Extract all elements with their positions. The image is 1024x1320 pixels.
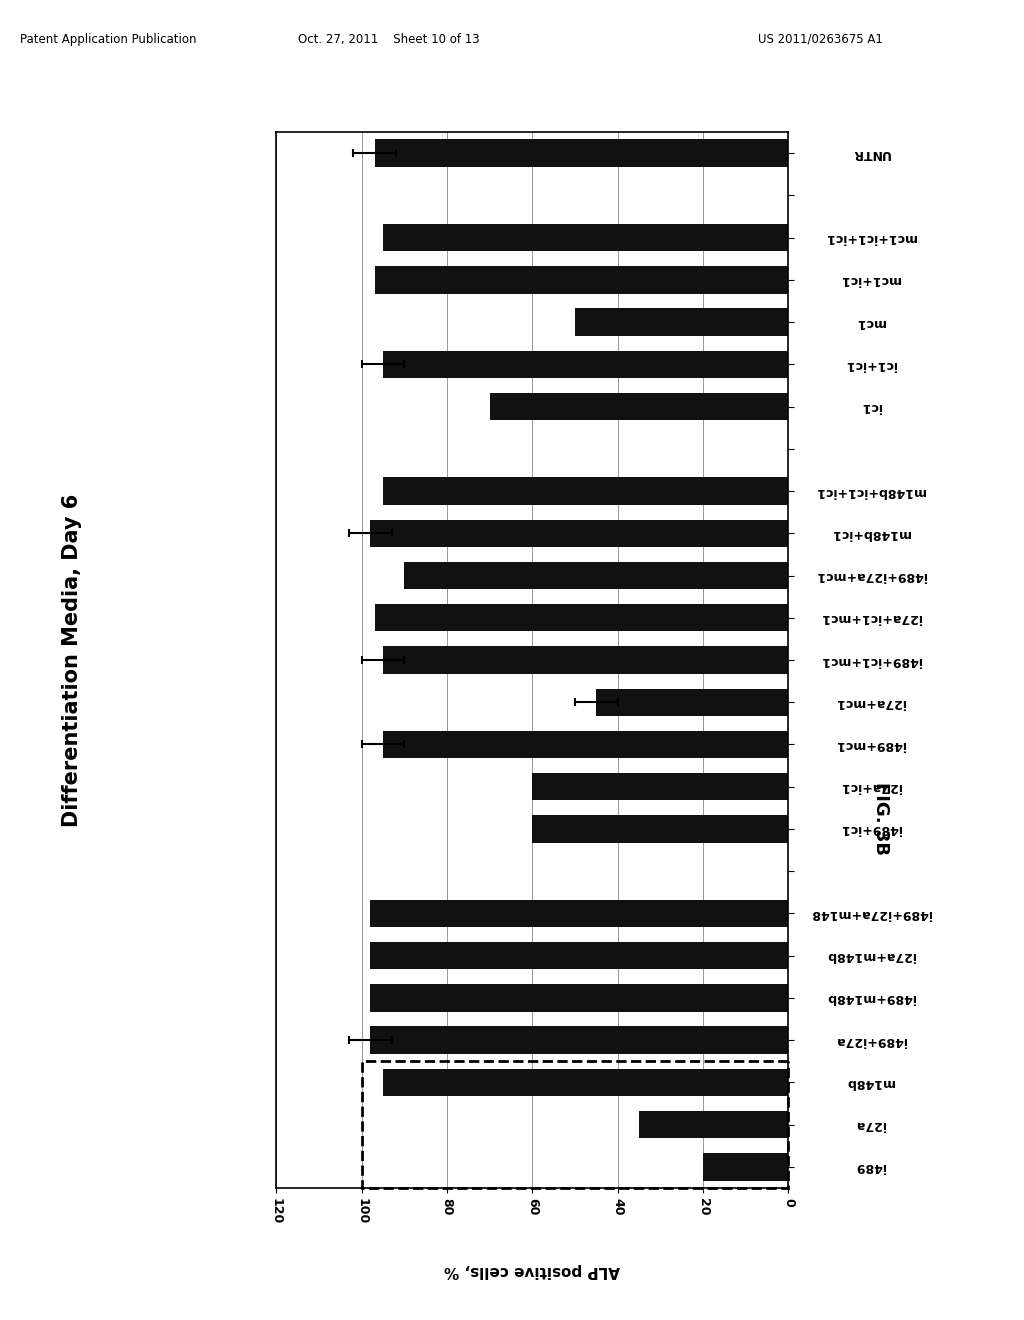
Bar: [375, 267, 788, 293]
Bar: [375, 605, 788, 631]
Bar: [639, 1111, 788, 1138]
Text: FIG. 3B: FIG. 3B: [871, 781, 890, 855]
Bar: [596, 689, 788, 715]
Bar: [489, 393, 788, 420]
Bar: [371, 900, 788, 927]
Bar: [371, 942, 788, 969]
Text: Differentiation Media, Day 6: Differentiation Media, Day 6: [61, 494, 82, 826]
Bar: [575, 309, 788, 335]
Text: Patent Application Publication: Patent Application Publication: [20, 33, 197, 46]
Bar: [371, 985, 788, 1011]
Bar: [383, 647, 788, 673]
Bar: [383, 351, 788, 378]
Bar: [703, 1154, 788, 1180]
Bar: [383, 224, 788, 251]
X-axis label: ALP positive cells, %: ALP positive cells, %: [444, 1263, 621, 1278]
Bar: [383, 478, 788, 504]
Bar: [371, 1027, 788, 1053]
Text: US 2011/0263675 A1: US 2011/0263675 A1: [758, 33, 883, 46]
Bar: [371, 520, 788, 546]
Bar: [404, 562, 788, 589]
Bar: [375, 140, 788, 166]
Bar: [532, 816, 788, 842]
Text: Oct. 27, 2011    Sheet 10 of 13: Oct. 27, 2011 Sheet 10 of 13: [298, 33, 480, 46]
Bar: [532, 774, 788, 800]
Bar: [383, 1069, 788, 1096]
Bar: [383, 731, 788, 758]
